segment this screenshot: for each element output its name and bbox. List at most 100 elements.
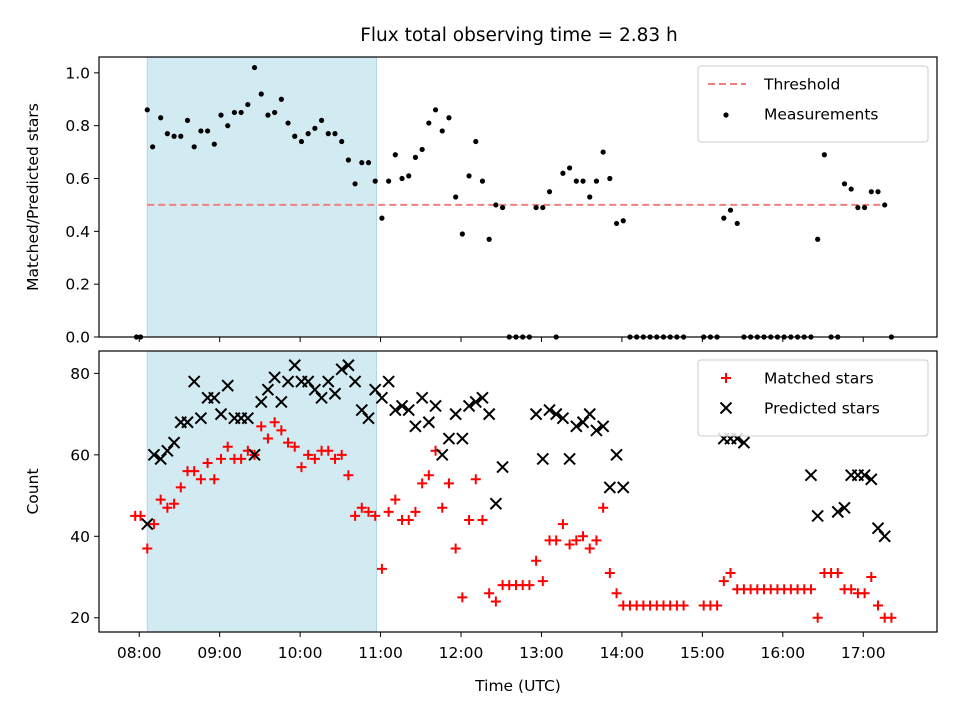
matched-marker-shape bbox=[584, 543, 595, 554]
predicted-star-point bbox=[804, 469, 818, 482]
measurement-point bbox=[312, 125, 318, 131]
predicted-marker-shape bbox=[804, 469, 818, 482]
matched-marker-shape bbox=[175, 482, 186, 493]
matched-marker-shape bbox=[477, 515, 488, 526]
predicted-marker-shape bbox=[409, 420, 422, 433]
x-tick-label: 10:00 bbox=[278, 644, 323, 662]
x-tick-label: 13:00 bbox=[519, 644, 564, 662]
measurement-point bbox=[486, 236, 492, 242]
measurement-point bbox=[298, 138, 305, 145]
matched-star-point bbox=[148, 519, 159, 530]
predicted-star-point bbox=[261, 383, 275, 396]
measurement-point bbox=[365, 160, 372, 166]
measurement-point bbox=[339, 138, 345, 145]
predicted-marker-shape bbox=[261, 383, 275, 396]
measurement-point bbox=[359, 160, 365, 166]
x-tick-label: 14:00 bbox=[600, 644, 645, 662]
matched-star-point bbox=[866, 572, 877, 583]
predicted-star-point bbox=[436, 448, 449, 462]
predicted-star-point bbox=[248, 448, 261, 462]
predicted-star-point bbox=[469, 395, 482, 409]
predicted-star-point bbox=[456, 432, 469, 445]
matched-marker-shape bbox=[390, 494, 401, 505]
matched-marker-shape bbox=[564, 539, 575, 550]
y-tick-label: 40 bbox=[70, 528, 90, 546]
matched-star-point bbox=[484, 588, 495, 599]
matched-marker-shape bbox=[490, 596, 501, 607]
predicted-marker-shape bbox=[550, 407, 563, 421]
matched-marker-shape bbox=[484, 588, 495, 599]
matched-star-point bbox=[437, 502, 448, 513]
predicted-star-point bbox=[348, 375, 362, 388]
matched-star-point bbox=[356, 502, 367, 513]
predicted-star-point bbox=[181, 416, 194, 429]
predicted-marker-shape bbox=[375, 391, 389, 405]
measurement-point bbox=[580, 178, 586, 184]
matched-star-point bbox=[403, 515, 414, 526]
measurement-point bbox=[593, 178, 600, 184]
matched-marker-shape bbox=[309, 453, 320, 464]
matched-star-point bbox=[490, 596, 501, 607]
chart-title: Flux total observing time = 2.83 h bbox=[360, 25, 678, 46]
predicted-star-point bbox=[462, 399, 476, 413]
predicted-marker-shape bbox=[596, 420, 610, 433]
matched-marker-shape bbox=[323, 445, 334, 456]
legend-box bbox=[697, 359, 929, 437]
measurement-point bbox=[178, 133, 184, 139]
predicted-star-point bbox=[737, 436, 751, 449]
matched-star-point bbox=[329, 453, 340, 464]
matched-star-point bbox=[283, 437, 294, 448]
matched-star-point bbox=[531, 555, 542, 566]
measurement-point bbox=[493, 202, 499, 208]
matched-marker-shape bbox=[805, 584, 816, 595]
predicted-marker-shape bbox=[255, 395, 268, 409]
matched-marker-shape bbox=[457, 592, 468, 603]
predicted-marker-shape bbox=[570, 420, 583, 433]
predicted-marker-shape bbox=[489, 497, 503, 510]
predicted-marker-shape bbox=[241, 411, 255, 425]
matched-star-point bbox=[557, 519, 568, 530]
measurement-point bbox=[815, 236, 821, 242]
predicted-star-point bbox=[878, 530, 891, 543]
measurement-point bbox=[205, 128, 211, 134]
matched-star-point bbox=[222, 441, 233, 452]
matched-marker-shape bbox=[537, 576, 548, 587]
matched-marker-shape bbox=[846, 584, 857, 595]
matched-star-point bbox=[269, 417, 280, 428]
matched-star-point bbox=[423, 470, 434, 481]
matched-star-point bbox=[551, 535, 562, 546]
predicted-marker-shape bbox=[301, 375, 315, 388]
matched-marker-shape bbox=[195, 474, 206, 485]
matched-marker-shape bbox=[866, 572, 877, 583]
measurement-point bbox=[352, 181, 358, 187]
y-tick-label: 0.8 bbox=[65, 117, 90, 135]
y-axis-label: Count bbox=[24, 468, 42, 514]
predicted-marker-shape bbox=[194, 411, 208, 425]
matched-marker-shape bbox=[437, 502, 448, 513]
matched-marker-shape bbox=[578, 531, 589, 542]
measurement-point bbox=[372, 178, 378, 184]
matched-star-point bbox=[350, 510, 361, 521]
y-axis-label: Matched/Predicted stars bbox=[24, 103, 42, 291]
x-tick-label: 17:00 bbox=[841, 644, 886, 662]
matched-star-point bbox=[303, 449, 314, 460]
matched-star-point bbox=[832, 567, 843, 578]
matched-marker-shape bbox=[222, 441, 233, 452]
predicted-star-point bbox=[871, 521, 885, 535]
predicted-star-point bbox=[576, 416, 590, 429]
measurement-point bbox=[285, 120, 291, 126]
predicted-star-point bbox=[268, 371, 281, 384]
measurement-point bbox=[459, 231, 465, 237]
predicted-marker-shape bbox=[858, 469, 871, 482]
predicted-marker-shape bbox=[422, 416, 436, 429]
matched-marker-shape bbox=[450, 543, 461, 554]
measurement-point bbox=[426, 120, 432, 126]
matched-star-point bbox=[256, 421, 267, 432]
matched-star-point bbox=[370, 510, 381, 521]
y-tick-label: 0.4 bbox=[65, 223, 90, 241]
predicted-star-point bbox=[617, 481, 630, 494]
matched-star-point bbox=[712, 600, 723, 611]
matched-marker-shape bbox=[216, 453, 227, 464]
predicted-star-point bbox=[442, 432, 456, 445]
predicted-star-point bbox=[409, 420, 422, 433]
